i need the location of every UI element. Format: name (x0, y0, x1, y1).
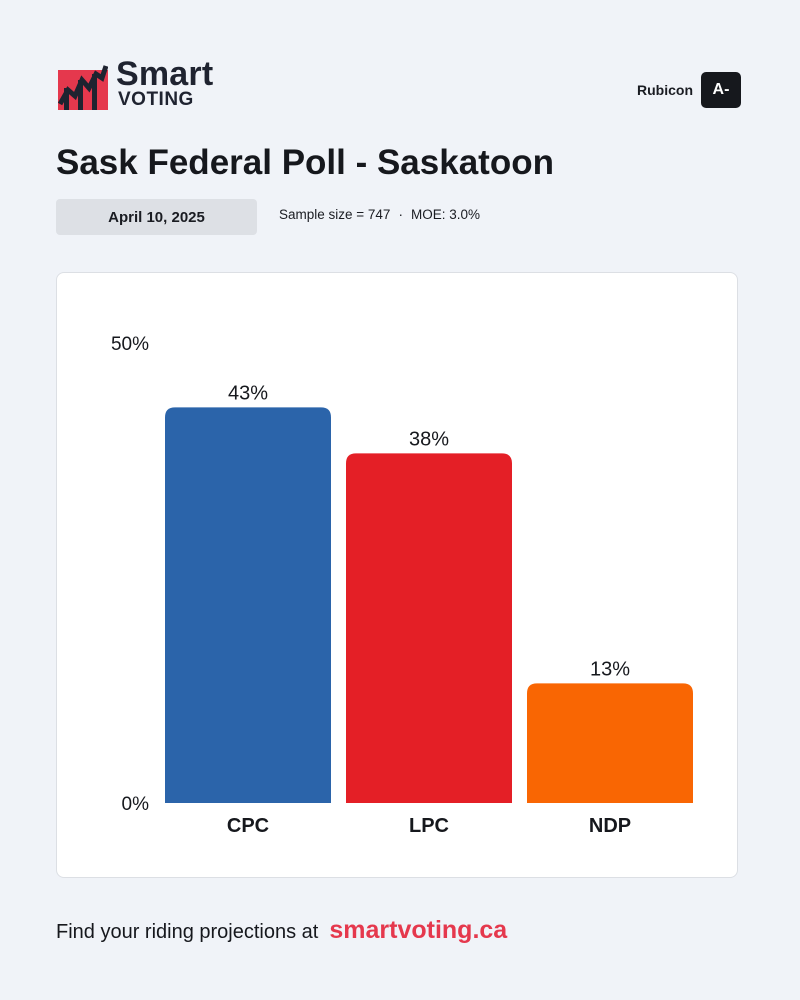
chart-card: 0% 50% 43% CPC 38% LPC 13% NDP (56, 272, 738, 878)
margin-of-error: MOE: 3.0% (410, 207, 480, 222)
pollster-name: Rubicon (637, 82, 693, 98)
meta-separator: · (398, 207, 403, 222)
smart-voting-logo: Smart VOTING (58, 55, 228, 112)
poll-meta: Sample size = 747 · MOE: 3.0% (279, 207, 480, 222)
x-tick-label: NDP (589, 815, 631, 837)
data-label: 38% (409, 428, 449, 450)
page-title: Sask Federal Poll - Saskatoon (56, 143, 554, 182)
bar-lpc (346, 453, 512, 803)
data-label: 13% (590, 658, 630, 680)
bar-cpc (165, 407, 331, 803)
poll-date-badge: April 10, 2025 (56, 199, 257, 235)
footer-text: Find your riding projections at (56, 921, 319, 943)
logo-mark-icon (58, 65, 108, 110)
bar-chart: 0% 50% 43% CPC 38% LPC 13% NDP (111, 334, 693, 837)
sample-size: Sample size = 747 (279, 207, 391, 222)
y-tick-label: 50% (111, 334, 149, 355)
data-label: 43% (228, 382, 268, 404)
pollster-grade-badge: A- (701, 72, 741, 108)
x-tick-label: CPC (227, 815, 269, 837)
y-tick-label: 0% (122, 794, 150, 815)
footer-link[interactable]: smartvoting.ca (329, 916, 508, 944)
logo-text-smart: Smart (116, 55, 214, 93)
bar-ndp (527, 683, 693, 803)
pollster-rating: Rubicon A- (637, 72, 741, 108)
logo-text-voting: VOTING (118, 89, 194, 110)
footer: Find your riding projections at smartvot… (56, 916, 507, 945)
x-tick-label: LPC (409, 815, 449, 837)
